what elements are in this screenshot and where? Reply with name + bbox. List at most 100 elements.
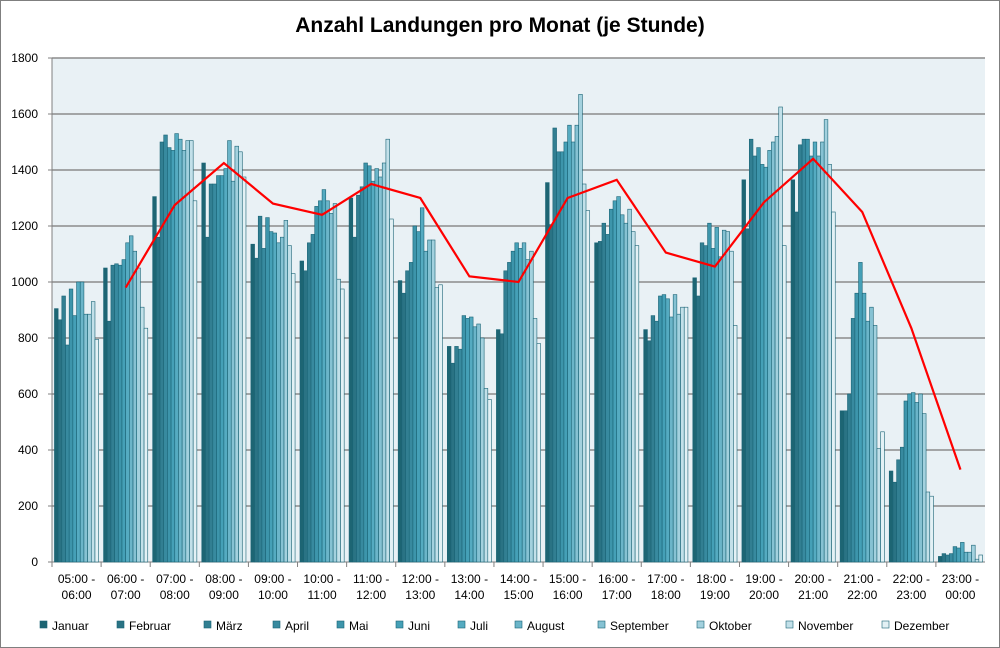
bar-februar: [106, 320, 112, 563]
y-tick-label: 1800: [11, 51, 38, 65]
bar-januar: [152, 196, 157, 563]
bar-juni: [514, 242, 519, 563]
bar-september: [427, 239, 432, 563]
bar-juni: [465, 318, 470, 563]
bar-juli: [911, 392, 916, 563]
bar-februar: [254, 257, 259, 563]
legend-label: April: [285, 619, 309, 633]
bar-september: [230, 180, 236, 563]
legend-label: Juli: [470, 619, 488, 633]
trend-line: [124, 157, 962, 470]
legend-label: Juni: [408, 619, 430, 633]
x-tick-label: 20:00 -: [794, 572, 831, 586]
bar-märz: [552, 127, 557, 563]
bar-august: [129, 235, 134, 563]
bar-juni: [858, 262, 863, 563]
bar-juli: [861, 292, 867, 563]
legend-label: März: [216, 619, 243, 633]
legend-swatch: [116, 620, 125, 629]
bar-dezember: [241, 176, 247, 563]
bar-september: [181, 150, 187, 563]
bar-oktober: [136, 267, 141, 563]
bar-februar: [696, 295, 701, 563]
bar-april: [605, 234, 610, 563]
bar-juli: [223, 168, 228, 563]
bar-märz: [61, 295, 66, 563]
bar-august: [963, 551, 969, 563]
bar-dezember: [978, 554, 983, 563]
bar-dezember: [340, 288, 345, 563]
legend-label: Oktober: [709, 619, 752, 633]
bar-mai: [609, 208, 614, 563]
bar-dezember: [94, 339, 99, 563]
bar-mai: [658, 295, 663, 563]
bar-mai: [952, 546, 958, 563]
bar-november: [434, 287, 440, 563]
y-tick-label: 400: [18, 443, 38, 457]
legend-label: Januar: [52, 619, 89, 633]
bar-dezember: [634, 245, 640, 563]
bar-september: [476, 323, 481, 563]
bar-januar: [54, 308, 59, 563]
bar-februar: [57, 319, 63, 563]
bar-januar: [594, 242, 599, 563]
bar-juli: [419, 207, 425, 563]
bar-juni: [367, 165, 372, 563]
x-tick-label: 23:00: [896, 588, 926, 602]
bar-februar: [401, 292, 406, 563]
bar-april: [899, 446, 905, 563]
bar-februar: [843, 410, 848, 563]
y-tick-label: 800: [18, 331, 38, 345]
bar-februar: [794, 211, 799, 563]
x-tick-label: 10:00 -: [303, 572, 340, 586]
bar-april: [310, 234, 316, 563]
bar-märz: [307, 242, 312, 563]
bar-dezember: [487, 399, 492, 563]
bar-märz: [798, 144, 803, 563]
bar-juli: [125, 242, 130, 563]
bar-mai: [707, 222, 712, 563]
legend-label: August: [527, 619, 565, 633]
x-tick-label: 22:00: [847, 588, 877, 602]
bar-juli: [812, 141, 818, 563]
bar-mai: [68, 288, 74, 563]
bar-september: [83, 313, 88, 563]
bar-september: [918, 393, 923, 563]
x-tick-label: 21:00: [798, 588, 828, 602]
bar-oktober: [922, 413, 927, 563]
bar-oktober: [431, 239, 436, 563]
bar-juni: [710, 248, 716, 563]
bar-oktober: [578, 94, 583, 563]
bar-februar: [745, 228, 750, 563]
legend-label: Mai: [349, 619, 368, 633]
x-tick-label: 15:00 -: [549, 572, 586, 586]
bar-mai: [167, 147, 172, 563]
bar-april: [507, 262, 512, 563]
bar-juni: [956, 547, 961, 563]
bar-september: [771, 141, 776, 563]
bar-oktober: [627, 208, 632, 563]
bar-november: [827, 164, 832, 563]
bar-september: [869, 306, 874, 563]
bar-mai: [903, 400, 908, 563]
bar-august: [79, 281, 85, 563]
bar-juni: [907, 393, 912, 563]
bar-februar: [352, 236, 357, 563]
bar-dezember: [880, 431, 885, 563]
bar-mai: [363, 162, 368, 563]
bar-november: [483, 388, 489, 563]
bar-märz: [208, 183, 214, 563]
x-tick-label: 00:00: [945, 588, 975, 602]
bar-juni: [318, 200, 323, 563]
bar-dezember: [929, 495, 934, 563]
bar-april: [408, 262, 414, 563]
bar-oktober: [529, 250, 534, 563]
x-tick-label: 18:00: [651, 588, 681, 602]
legend-swatch: [39, 620, 48, 629]
legend-swatch: [881, 620, 890, 629]
bar-dezember: [733, 325, 738, 563]
bar-januar: [496, 329, 501, 563]
bar-august: [816, 155, 821, 563]
bar-november: [876, 448, 881, 563]
bar-märz: [699, 242, 705, 563]
